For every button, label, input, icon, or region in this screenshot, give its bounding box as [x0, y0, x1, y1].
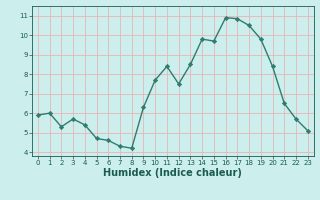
X-axis label: Humidex (Indice chaleur): Humidex (Indice chaleur)	[103, 168, 242, 178]
